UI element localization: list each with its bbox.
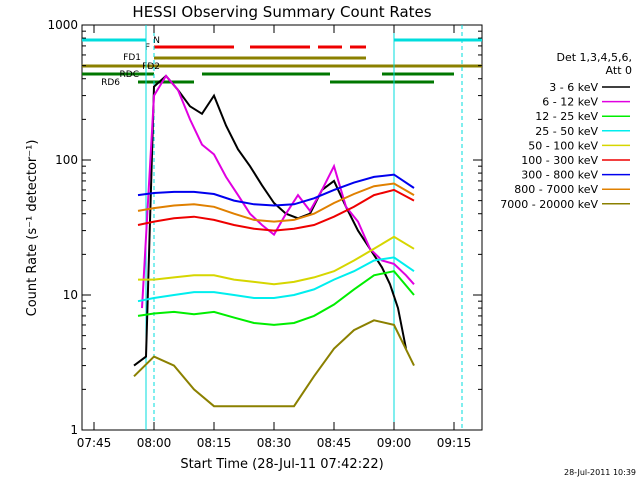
state-bar-label: FD2 (142, 62, 160, 72)
legend-label: 100 - 300 keV (521, 154, 598, 167)
legend-label: 25 - 50 keV (535, 125, 598, 138)
x-tick-label: 08:15 (197, 436, 232, 450)
series-line (133, 319, 415, 408)
footer-date: 28-Jul-2011 10:39 (564, 468, 636, 477)
legend-label: 800 - 7000 keV (514, 183, 598, 196)
x-tick-label: 09:15 (437, 436, 472, 450)
legend-label: 12 - 25 keV (535, 110, 598, 123)
x-axis-label: Start Time (28-Jul-11 07:42:22) (180, 457, 383, 472)
y-tick-label: 10 (63, 288, 78, 302)
x-tick-label: 08:00 (137, 436, 172, 450)
state-bar-label: RD6 (101, 78, 120, 88)
x-tick-label: 07:45 (77, 436, 112, 450)
state-bar-label: RDC (120, 70, 139, 80)
legend-label: 3 - 6 keV (549, 81, 598, 94)
series-line (137, 182, 415, 223)
series-line (137, 173, 415, 207)
plot-frame (81, 24, 483, 431)
state-bar-label: F (145, 43, 150, 53)
legend-label: 6 - 12 keV (542, 96, 598, 109)
legend: Det 1,3,4,5,6,Att 0 3 - 6 keV 6 - 12 keV12… (500, 51, 632, 211)
x-tick-label: 09:00 (377, 436, 412, 450)
legend-header: Det 1,3,4,5,6, (556, 51, 632, 64)
series-line (137, 188, 415, 232)
legend-header: Att 0 (606, 64, 632, 77)
series-group (133, 74, 415, 408)
y-tick-label: 100 (55, 153, 78, 167)
y-tick-label: 1000 (47, 18, 78, 32)
x-tick-label: 08:30 (257, 436, 292, 450)
y-tick-label: 1 (70, 423, 78, 437)
y-axis-label: Count Rate (s⁻¹ detector⁻¹) (25, 140, 40, 317)
chart-title: HESSI Observing Summary Count Rates (132, 3, 431, 21)
legend-label: 50 - 100 keV (528, 139, 598, 152)
series-line (137, 270, 415, 326)
state-bar-label: FD1 (123, 53, 141, 63)
x-tick-label: 08:45 (317, 436, 352, 450)
legend-label: 300 - 800 keV (521, 169, 598, 182)
axes: 07:45 08:00 08:15 08:30 08:45 09:00 09:15 1 10 10… (47, 18, 482, 450)
series-line (137, 256, 415, 303)
state-bar-label: N (153, 36, 160, 46)
legend-label: 7000 - 20000 keV (500, 198, 598, 211)
series-line (138, 235, 415, 286)
